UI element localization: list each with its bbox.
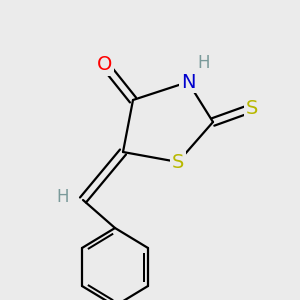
Text: N: N: [181, 73, 195, 92]
Text: H: H: [57, 188, 69, 206]
Text: S: S: [172, 152, 184, 172]
Text: O: O: [97, 56, 113, 74]
Text: S: S: [246, 98, 258, 118]
Text: H: H: [198, 54, 210, 72]
